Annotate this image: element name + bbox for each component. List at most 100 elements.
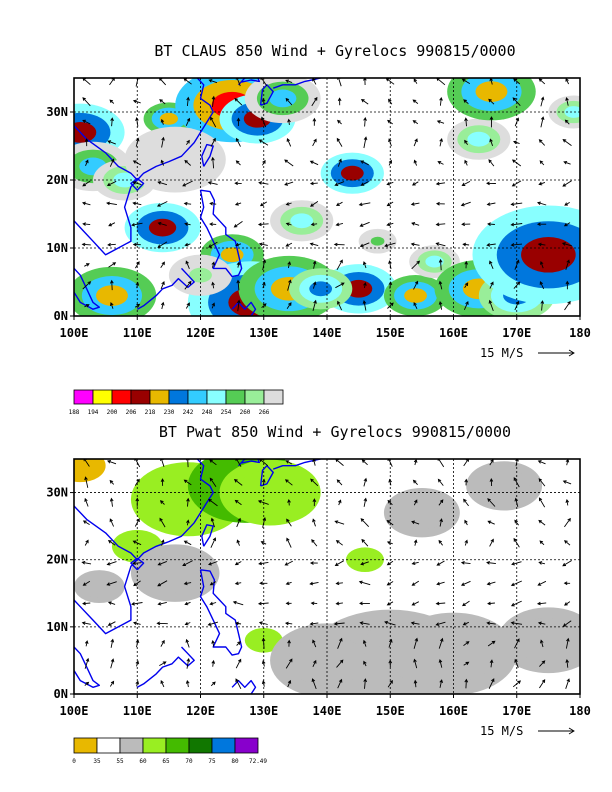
wind-arrow xyxy=(135,261,140,269)
panel-pwat: BT Pwat 850 Wind + Gyrelocs 990815/0000 1… xyxy=(46,423,591,765)
wind-arrow xyxy=(236,299,241,312)
panel-claus: BT CLAUS 850 Wind + Gyrelocs 990815/0000… xyxy=(46,42,591,416)
colorbar-swatch xyxy=(263,389,284,405)
coastline xyxy=(199,189,243,278)
wind-arrow xyxy=(209,222,217,226)
wind-arrow xyxy=(312,639,317,648)
wind-arrow xyxy=(157,580,168,587)
wind-arrow xyxy=(81,621,91,625)
wind-arrow xyxy=(262,516,267,528)
wind-arrow xyxy=(413,679,418,688)
colorbar-swatch xyxy=(244,389,265,405)
colorbar-swatch xyxy=(92,389,113,405)
wind-arrow xyxy=(82,222,91,226)
wind-arrow xyxy=(258,561,269,566)
wind-arrow xyxy=(335,201,343,206)
wind-arrow xyxy=(536,601,547,606)
wind-arrow xyxy=(363,116,367,127)
wind-arrow xyxy=(209,201,217,206)
wind-arrow xyxy=(410,621,420,626)
colorbar-swatch xyxy=(211,737,236,754)
wind-arrow xyxy=(110,638,115,648)
wind-arrow xyxy=(486,202,496,206)
wind-arrow xyxy=(412,99,419,104)
wind-arrow xyxy=(236,641,241,646)
wind-arrow xyxy=(261,637,266,649)
wind-arrow xyxy=(388,159,393,166)
wind-arrow xyxy=(361,459,368,466)
wind-arrow xyxy=(185,117,191,126)
wind-arrow xyxy=(514,117,520,127)
wind-arrow xyxy=(514,658,519,668)
wind-arrow xyxy=(565,78,570,85)
wind-arrow xyxy=(312,518,316,527)
map-area xyxy=(74,78,580,316)
wind-arrow xyxy=(388,138,392,147)
wind-arrow xyxy=(386,541,393,545)
wind-arrow xyxy=(439,137,443,147)
wind-arrow xyxy=(487,222,495,226)
wind-arrow xyxy=(565,658,570,668)
wind-arrow xyxy=(184,280,192,290)
wind-arrow xyxy=(211,659,216,667)
wind-arrow xyxy=(333,242,345,247)
wind-arrow xyxy=(386,601,394,606)
wind-arrow xyxy=(109,680,115,687)
wind-arrow xyxy=(537,460,546,465)
wind-arrow xyxy=(159,500,165,505)
wind-arrow xyxy=(363,497,368,507)
wind-arrow xyxy=(464,478,469,486)
wind-arrow xyxy=(234,581,242,586)
wind-arrow xyxy=(513,537,520,548)
wind-arrow xyxy=(435,621,446,626)
wind-arrow xyxy=(107,621,116,626)
wind-arrow xyxy=(160,639,165,647)
wind-arrow xyxy=(285,460,293,465)
wind-arrow xyxy=(160,159,165,166)
wind-arrow xyxy=(183,581,192,586)
y-tick-label: 30N xyxy=(46,486,68,500)
coastline xyxy=(231,301,257,316)
wind-arrow xyxy=(489,260,494,269)
wind-arrow xyxy=(488,678,495,689)
wind-arrow xyxy=(134,303,141,308)
wind-arrow xyxy=(210,137,216,147)
colorbar-swatch xyxy=(188,737,213,754)
reference-vector-arrow xyxy=(538,349,575,357)
wind-arrow xyxy=(109,279,114,291)
coastline xyxy=(136,78,214,181)
wind-arrow xyxy=(511,561,522,566)
wind-arrow xyxy=(489,478,494,487)
wind-arrow xyxy=(335,581,343,586)
wind-arrow xyxy=(258,139,269,146)
wind-arrow xyxy=(336,659,344,668)
coastline xyxy=(74,646,100,688)
wind-arrow xyxy=(236,539,240,546)
colorbar-label: 230 xyxy=(164,409,175,416)
wind-arrow xyxy=(510,600,522,607)
wind-arrow xyxy=(461,222,471,227)
wind-arrow xyxy=(539,281,545,290)
coastline xyxy=(237,459,260,467)
wind-arrow xyxy=(286,518,292,527)
wind-arrow xyxy=(363,136,368,149)
y-tick-label: 0N xyxy=(54,309,68,323)
colorbar-swatch xyxy=(225,389,246,405)
wind-arrow xyxy=(261,660,266,667)
wind-arrow xyxy=(359,601,370,606)
wind-arrow xyxy=(386,201,394,207)
wind-arrow xyxy=(438,499,444,506)
wind-arrow xyxy=(160,301,165,310)
wind-arrow xyxy=(210,517,215,528)
wind-arrow xyxy=(258,621,268,625)
wind-arrow xyxy=(362,300,367,311)
colorbar-label: 35 xyxy=(93,758,101,765)
wind-arrow xyxy=(211,281,215,289)
wind-arrow xyxy=(565,459,570,466)
wind-arrow xyxy=(81,201,91,206)
wind-arrow xyxy=(334,520,345,525)
field-blob xyxy=(390,612,517,694)
coastline xyxy=(136,459,214,561)
wind-arrow xyxy=(337,97,342,106)
colorbar-swatch xyxy=(142,737,167,754)
